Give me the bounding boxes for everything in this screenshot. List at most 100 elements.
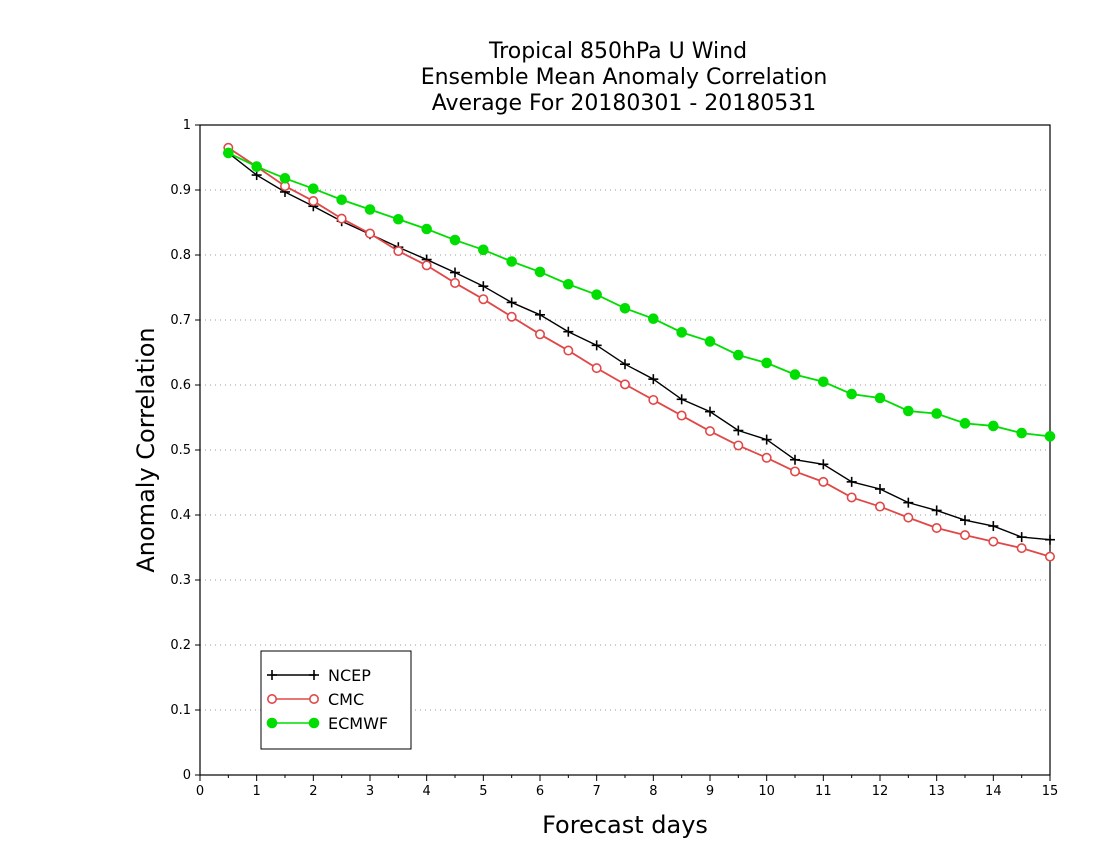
legend-marker-ecmwf xyxy=(266,717,278,729)
data-point-ecmwf xyxy=(534,266,546,278)
data-point-ecmwf xyxy=(393,213,404,225)
data-point-ncep xyxy=(903,497,914,508)
data-point-ncep xyxy=(988,521,999,532)
series-group xyxy=(223,142,1056,562)
series-line-ecmwf xyxy=(227,152,1051,438)
data-point-cmc xyxy=(478,294,489,305)
title-line-3: Average For 20180301 - 20180531 xyxy=(432,91,817,116)
data-point-cmc xyxy=(761,452,772,463)
data-point-ecmwf xyxy=(1044,431,1056,442)
legend-label-ecmwf: ECMWF xyxy=(328,714,388,733)
data-point-ecmwf xyxy=(733,349,744,361)
data-point-ecmwf xyxy=(988,420,999,432)
data-point-cmc xyxy=(591,363,602,374)
data-point-cmc xyxy=(903,512,914,523)
data-point-ncep xyxy=(620,359,630,370)
y-tick-label: 0.4 xyxy=(170,508,191,523)
data-point-cmc xyxy=(393,246,404,257)
data-point-ecmwf xyxy=(591,289,602,300)
legend-marker-ncep xyxy=(267,670,277,680)
data-point-ncep xyxy=(818,459,829,470)
data-point-ecmwf xyxy=(223,147,234,159)
data-point-ecmwf xyxy=(789,369,801,380)
axis-ticks: 00.10.20.30.40.50.60.70.80.910 1 2 3 4 5 6 7 8 9 1… xyxy=(170,118,1058,799)
x-tick-label: 12 xyxy=(872,784,889,799)
data-point-ncep xyxy=(931,505,942,516)
data-point-ncep xyxy=(960,515,970,526)
y-tick-label: 0.8 xyxy=(170,248,191,263)
y-axis-label: Anomaly Correlation xyxy=(132,327,160,572)
y-tick-label: 0.3 xyxy=(170,573,191,588)
data-point-cmc xyxy=(704,426,715,437)
data-point-ncep xyxy=(563,326,574,337)
data-point-cmc xyxy=(959,530,970,541)
x-tick-label: 9 xyxy=(706,784,714,799)
x-tick-label: 1 xyxy=(253,784,261,799)
x-tick-label: 14 xyxy=(985,784,1002,799)
series-ecmwf xyxy=(223,147,1056,442)
data-point-ecmwf xyxy=(1016,427,1027,439)
data-point-cmc xyxy=(336,213,347,224)
x-tick-label: 3 xyxy=(366,784,374,799)
data-point-cmc xyxy=(931,522,942,533)
data-point-ecmwf xyxy=(619,303,631,314)
data-point-ecmwf xyxy=(449,234,461,246)
x-tick-label: 2 xyxy=(309,784,317,799)
data-point-ecmwf xyxy=(761,357,772,369)
data-point-ecmwf xyxy=(336,194,347,206)
data-point-ncep xyxy=(506,297,517,308)
grid xyxy=(200,189,1050,711)
legend-marker-ncep xyxy=(309,670,319,680)
x-tick-label: 10 xyxy=(758,784,775,799)
data-point-cmc xyxy=(1045,551,1056,562)
data-point-ncep xyxy=(478,281,489,292)
x-tick-label: 13 xyxy=(928,784,945,799)
data-point-ncep xyxy=(676,394,687,405)
data-point-ncep xyxy=(790,454,800,465)
data-point-ecmwf xyxy=(903,405,914,417)
x-tick-label: 5 xyxy=(479,784,487,799)
data-point-ncep xyxy=(450,267,460,278)
data-point-ecmwf xyxy=(364,204,376,215)
data-point-ecmwf xyxy=(648,313,659,325)
data-point-ecmwf xyxy=(308,183,319,194)
title-line-2: Ensemble Mean Anomaly Correlation xyxy=(421,65,828,90)
y-tick-label: 0.9 xyxy=(170,183,191,198)
data-point-ecmwf xyxy=(506,256,517,267)
data-point-ecmwf xyxy=(279,173,291,184)
legend-marker-cmc xyxy=(308,693,319,704)
data-point-ncep xyxy=(648,374,659,385)
data-point-ncep xyxy=(591,340,602,351)
x-tick-label: 8 xyxy=(649,784,657,799)
data-point-cmc xyxy=(676,410,687,421)
series-line-ncep xyxy=(227,152,1051,541)
data-point-ncep xyxy=(535,309,545,320)
x-tick-label: 6 xyxy=(536,784,544,799)
data-point-cmc xyxy=(619,379,630,390)
data-point-cmc xyxy=(648,394,659,405)
y-tick-label: 0.7 xyxy=(170,313,191,328)
x-tick-label: 0 xyxy=(196,784,204,799)
data-point-ecmwf xyxy=(846,388,857,400)
data-point-ncep xyxy=(733,425,744,436)
y-tick-label: 0.5 xyxy=(170,443,191,458)
data-point-cmc xyxy=(506,311,517,322)
legend-item-ncep: NCEP xyxy=(267,666,371,685)
data-point-ecmwf xyxy=(818,376,829,388)
data-point-ncep xyxy=(1016,532,1027,543)
data-point-ecmwf xyxy=(959,418,971,429)
data-point-ncep xyxy=(1045,534,1055,545)
y-tick-label: 0 xyxy=(183,768,191,783)
y-tick-label: 1 xyxy=(183,118,191,133)
data-point-cmc xyxy=(364,228,375,239)
data-point-ecmwf xyxy=(874,392,886,404)
data-point-ecmwf xyxy=(931,408,942,419)
series-cmc xyxy=(223,142,1056,562)
y-tick-label: 0.2 xyxy=(170,638,191,653)
data-point-ecmwf xyxy=(563,278,574,290)
legend-label-cmc: CMC xyxy=(328,690,364,709)
y-tick-label: 0.1 xyxy=(170,703,191,718)
legend-marker-cmc xyxy=(266,693,277,704)
x-tick-label: 15 xyxy=(1042,784,1059,799)
